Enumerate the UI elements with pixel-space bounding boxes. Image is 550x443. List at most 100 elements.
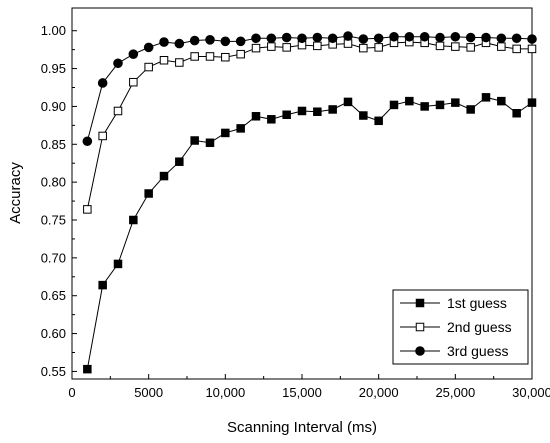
data-point bbox=[481, 93, 491, 102]
data-point bbox=[451, 98, 460, 107]
data-point bbox=[266, 33, 277, 44]
data-point bbox=[128, 49, 139, 59]
y-tick-label: 0.90 bbox=[41, 99, 66, 114]
data-point bbox=[267, 42, 276, 51]
data-point bbox=[83, 205, 92, 214]
data-point bbox=[466, 105, 475, 114]
x-axis: 0 5000 10,000 15,000 20,000 25,000 30,000 bbox=[68, 374, 550, 400]
data-point bbox=[220, 36, 231, 47]
y-tick-label: 0.95 bbox=[41, 61, 66, 76]
legend-item: 3rd guess bbox=[400, 343, 508, 359]
y-axis-title: Accuracy bbox=[7, 162, 24, 224]
data-point bbox=[466, 43, 475, 52]
data-point bbox=[374, 43, 383, 52]
data-point bbox=[435, 32, 445, 43]
data-point bbox=[97, 78, 108, 88]
data-point bbox=[144, 189, 153, 198]
data-point bbox=[113, 259, 123, 269]
data-point bbox=[190, 136, 199, 145]
legend-label: 1st guess bbox=[447, 295, 507, 311]
data-point bbox=[527, 34, 537, 44]
legend-marker bbox=[415, 322, 425, 332]
data-point bbox=[282, 43, 291, 52]
data-point bbox=[512, 108, 521, 118]
y-axis: 0.55 0.60 0.65 0.70 0.75 0.80 0.85 0.90 0.95 1.00 bbox=[41, 23, 77, 379]
y-tick-label: 0.65 bbox=[41, 288, 66, 303]
legend: 1st guess 2nd guess 3rd guess bbox=[392, 289, 529, 365]
legend-item: 2nd guess bbox=[400, 319, 512, 335]
y-tick-label: 0.70 bbox=[41, 250, 66, 265]
legend-item: 1st guess bbox=[400, 295, 507, 311]
series bbox=[83, 93, 537, 374]
data-point bbox=[343, 97, 353, 107]
data-point bbox=[98, 131, 107, 141]
data-point bbox=[527, 44, 537, 54]
legend-marker bbox=[415, 298, 425, 308]
x-tick-label: 30,000 bbox=[512, 385, 550, 400]
data-point bbox=[297, 33, 307, 44]
data-point bbox=[389, 31, 399, 42]
data-point bbox=[343, 39, 353, 48]
x-tick-label: 5000 bbox=[134, 385, 163, 400]
data-point bbox=[389, 100, 399, 110]
data-point bbox=[420, 102, 429, 111]
data-point bbox=[205, 52, 215, 61]
data-point bbox=[82, 136, 93, 147]
y-tick-label: 0.60 bbox=[41, 326, 66, 341]
data-point bbox=[159, 37, 169, 47]
data-point bbox=[235, 36, 246, 47]
data-point bbox=[328, 105, 337, 114]
data-point bbox=[98, 280, 107, 290]
data-point bbox=[481, 32, 491, 43]
data-point bbox=[465, 32, 476, 43]
data-point bbox=[511, 33, 522, 44]
data-point bbox=[451, 42, 460, 51]
x-tick-label: 15,000 bbox=[282, 385, 322, 400]
y-tick-label: 0.85 bbox=[41, 137, 66, 152]
data-point bbox=[174, 38, 185, 49]
series-line bbox=[86, 35, 533, 142]
x-tick-label: 0 bbox=[68, 385, 75, 400]
data-point bbox=[327, 33, 338, 44]
data-point bbox=[405, 96, 414, 106]
data-point bbox=[83, 364, 92, 374]
data-point bbox=[129, 215, 138, 225]
data-point bbox=[435, 100, 445, 110]
data-point bbox=[313, 107, 322, 116]
series-layer bbox=[82, 31, 537, 374]
data-point bbox=[374, 116, 383, 126]
data-point bbox=[527, 98, 537, 107]
data-point bbox=[144, 62, 153, 72]
y-tick-label: 1.00 bbox=[41, 23, 66, 38]
data-point bbox=[113, 58, 123, 69]
data-point bbox=[175, 58, 184, 67]
data-point bbox=[267, 115, 276, 124]
data-point bbox=[205, 138, 215, 148]
y-tick-label: 0.55 bbox=[41, 364, 66, 379]
x-tick-label: 10,000 bbox=[205, 385, 245, 400]
data-point bbox=[251, 43, 261, 53]
data-point bbox=[205, 35, 215, 45]
data-point bbox=[450, 31, 461, 42]
data-point bbox=[251, 33, 261, 44]
data-point bbox=[359, 43, 368, 53]
data-point bbox=[221, 128, 230, 138]
data-point bbox=[313, 41, 322, 51]
data-point bbox=[512, 44, 521, 54]
data-point bbox=[190, 52, 199, 61]
data-point bbox=[404, 31, 415, 42]
y-tick-label: 0.75 bbox=[41, 213, 66, 228]
data-point bbox=[496, 33, 507, 44]
data-point bbox=[358, 34, 369, 44]
series-line bbox=[86, 41, 532, 210]
data-point bbox=[435, 41, 445, 51]
data-point bbox=[497, 96, 506, 106]
legend-label: 3rd guess bbox=[447, 343, 508, 359]
data-point bbox=[251, 112, 261, 121]
data-point bbox=[236, 49, 245, 59]
data-point bbox=[281, 32, 292, 43]
data-point bbox=[175, 157, 184, 166]
data-point bbox=[282, 110, 291, 120]
data-point bbox=[143, 42, 154, 53]
